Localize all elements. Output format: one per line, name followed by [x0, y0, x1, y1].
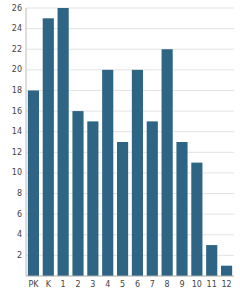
x-tick-label: 3	[90, 280, 95, 289]
y-tick-label: 20	[12, 65, 22, 74]
bar	[132, 70, 143, 276]
bar	[72, 111, 83, 276]
y-tick-label: 10	[12, 168, 22, 177]
bar	[87, 121, 98, 276]
x-tick-label: PK	[28, 280, 39, 289]
bar	[191, 163, 202, 276]
y-tick-label: 16	[12, 107, 22, 116]
y-tick-label: 26	[12, 4, 22, 13]
x-tick-label: 12	[221, 280, 231, 289]
grid-line	[26, 8, 234, 9]
x-tick-label: 4	[105, 280, 110, 289]
x-tick-label: 9	[179, 280, 184, 289]
bars	[28, 8, 232, 276]
grid-line	[26, 255, 234, 256]
y-tick-label: 6	[17, 210, 22, 219]
x-tick-label: K	[46, 280, 52, 289]
x-tick-label: 2	[75, 280, 80, 289]
x-tick-label: 1	[61, 280, 66, 289]
grid-line	[26, 152, 234, 153]
y-tick-label: 14	[12, 127, 22, 136]
y-tick-label: 18	[12, 86, 22, 95]
x-axis-line	[26, 276, 234, 277]
y-axis: 2468101214161820222426	[12, 4, 26, 277]
y-tick-label: 2	[17, 251, 22, 260]
grid-line	[26, 131, 234, 132]
bar	[102, 70, 113, 276]
chart-container: 2468101214161820222426PKK123456789101112	[0, 0, 240, 296]
bar	[162, 49, 173, 276]
grid-line	[26, 28, 234, 29]
grid-line	[26, 193, 234, 194]
bar	[117, 142, 128, 276]
x-tick-label: 8	[165, 280, 170, 289]
bar	[221, 266, 232, 276]
x-tick-label: 6	[135, 280, 140, 289]
chart: 2468101214161820222426PKK123456789101112	[0, 0, 240, 296]
y-tick-label: 24	[12, 24, 22, 33]
bar	[206, 245, 217, 276]
bar	[43, 18, 54, 276]
bar	[58, 8, 69, 276]
x-tick-label: 11	[207, 280, 217, 289]
y-tick-label: 12	[12, 148, 22, 157]
x-tick-label: 10	[192, 280, 202, 289]
bar	[176, 142, 187, 276]
grid-line	[26, 111, 234, 112]
x-axis: PKK123456789101112	[26, 276, 234, 289]
x-tick-label: 7	[150, 280, 155, 289]
bar	[147, 121, 158, 276]
grid-line	[26, 234, 234, 235]
grid-line	[26, 90, 234, 91]
grid-line	[26, 214, 234, 215]
y-tick-label: 8	[17, 189, 22, 198]
grid	[26, 8, 234, 255]
y-axis-line	[26, 8, 27, 276]
grid-line	[26, 69, 234, 70]
y-tick-label: 4	[17, 230, 22, 239]
grid-line	[26, 49, 234, 50]
y-tick-label: 22	[12, 45, 22, 54]
x-tick-label: 5	[120, 280, 125, 289]
grid-line	[26, 172, 234, 173]
bar	[28, 90, 39, 276]
